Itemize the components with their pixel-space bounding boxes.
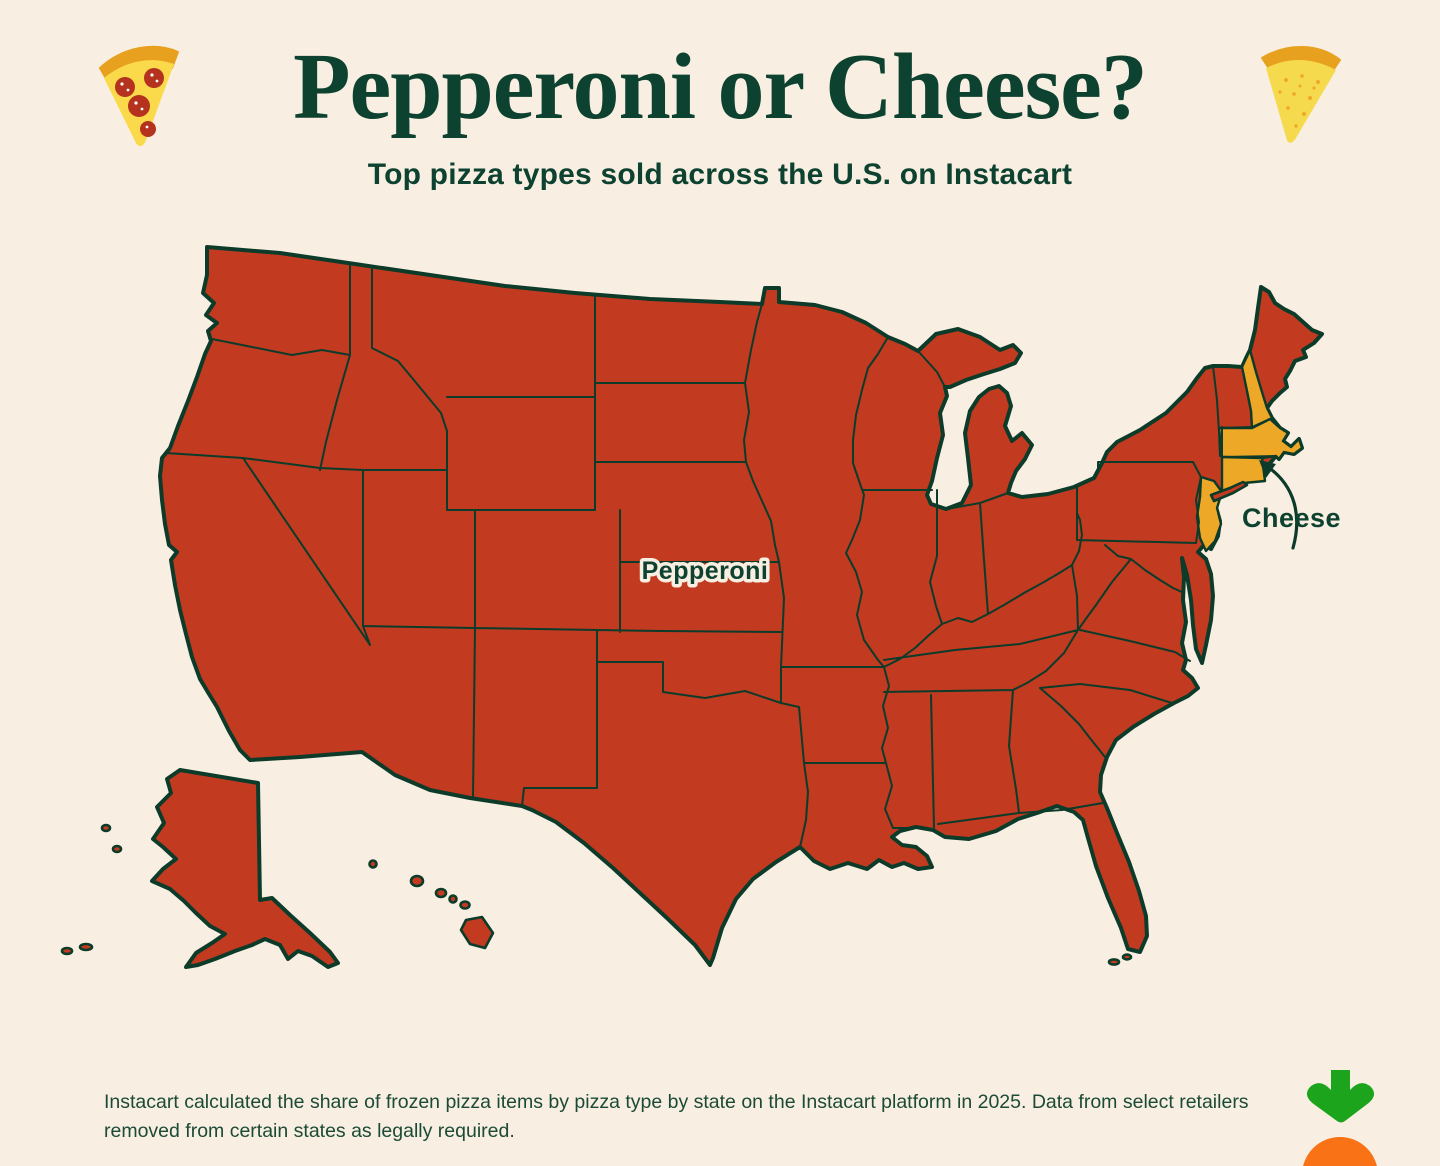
footnote: Instacart calculated the share of frozen… <box>104 1091 1249 1142</box>
cheese-pizza-slice-icon <box>1261 46 1341 143</box>
instacart-carrot-logo <box>1303 1070 1377 1166</box>
cheese-arrowhead <box>1259 460 1276 478</box>
pepperoni-map-label: Pepperoni <box>642 557 769 585</box>
long-island <box>1209 480 1249 503</box>
cheese-map-label: Cheese <box>1242 503 1341 533</box>
carrot-leaf-icon <box>1306 1070 1375 1123</box>
hawaii-inset <box>368 859 495 950</box>
florida-keys <box>1107 953 1133 966</box>
us-map-landmass-pepperoni <box>158 245 1324 967</box>
map-states-group <box>60 245 1324 969</box>
alaska-inset <box>60 768 340 969</box>
state-border-lines <box>165 263 1277 848</box>
pepperoni-pizza-slice-icon <box>99 45 179 147</box>
cheese-arrow <box>1266 465 1299 550</box>
state-new-jersey-cheese <box>1195 475 1224 553</box>
carrot-body-icon <box>1303 1137 1377 1166</box>
page-subtitle: Top pizza types sold across the U.S. on … <box>367 158 1073 191</box>
page-title: Pepperoni or Cheese? <box>293 35 1148 139</box>
